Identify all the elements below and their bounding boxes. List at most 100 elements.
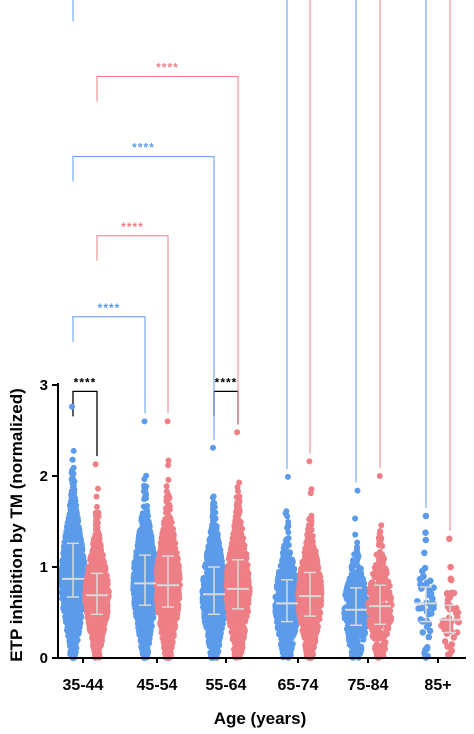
- data-point: [158, 569, 165, 576]
- bracket: [449, 0, 451, 531]
- data-point: [83, 602, 90, 609]
- data-point: [155, 607, 162, 614]
- data-point: [99, 565, 106, 572]
- data-point: [93, 503, 100, 510]
- significance-label: ****: [132, 141, 155, 155]
- data-point: [69, 468, 76, 475]
- data-point: [141, 418, 148, 425]
- data-point: [160, 626, 167, 633]
- data-point: [176, 574, 183, 581]
- data-point: [61, 607, 68, 614]
- data-point: [64, 531, 71, 538]
- data-point: [165, 457, 172, 464]
- data-point: [215, 543, 222, 550]
- data-point: [165, 462, 172, 469]
- data-point: [163, 505, 169, 512]
- data-point: [144, 595, 151, 602]
- data-point: [93, 540, 100, 547]
- data-points: [58, 403, 463, 661]
- data-point: [157, 618, 164, 625]
- data-point: [148, 533, 155, 540]
- data-point: [209, 559, 216, 566]
- data-point: [75, 600, 82, 607]
- data-point: [173, 597, 180, 604]
- data-point: [166, 514, 173, 521]
- data-point: [143, 548, 150, 555]
- data-point: [102, 613, 109, 620]
- data-point: [94, 523, 100, 530]
- data-point: [72, 615, 79, 621]
- data-point: [132, 584, 139, 591]
- data-point: [165, 476, 172, 483]
- data-point: [93, 519, 100, 526]
- bracket: [96, 76, 239, 425]
- data-point: [79, 545, 86, 552]
- data-point: [145, 555, 152, 562]
- data-point: [67, 631, 74, 638]
- data-point: [156, 601, 163, 608]
- data-point: [160, 526, 167, 533]
- data-point: [212, 646, 219, 652]
- data-point: [139, 557, 146, 564]
- data-point: [62, 568, 69, 575]
- data-point: [138, 564, 145, 571]
- data-point: [212, 627, 218, 633]
- data-point: [147, 626, 154, 633]
- data-point: [72, 605, 79, 612]
- data-point: [207, 569, 214, 576]
- data-point: [70, 447, 77, 454]
- data-point: [100, 560, 106, 567]
- data-point: [147, 616, 154, 623]
- data-point: [61, 598, 68, 605]
- bracket: [96, 235, 169, 414]
- data-point: [85, 587, 92, 594]
- bracket: [309, 0, 311, 454]
- data-point: [69, 474, 76, 481]
- data-point: [131, 559, 138, 566]
- data-point: [103, 600, 110, 607]
- significance-label: ****: [121, 220, 144, 234]
- data-point: [95, 485, 101, 492]
- data-point: [92, 567, 99, 574]
- data-point: [96, 598, 103, 605]
- data-point: [141, 496, 148, 503]
- data-point: [130, 591, 137, 597]
- data-point: [135, 594, 142, 601]
- data-point: [165, 495, 171, 502]
- data-point: [74, 573, 81, 580]
- data-point: [71, 530, 78, 537]
- data-point: [162, 614, 169, 621]
- bracket: [72, 390, 98, 457]
- data-point: [169, 620, 176, 627]
- data-point: [75, 555, 82, 561]
- bracket: [72, 316, 146, 414]
- data-point: [133, 603, 140, 610]
- data-point: [88, 556, 94, 563]
- data-point: [70, 642, 76, 649]
- data-point: [92, 554, 99, 561]
- data-point: [68, 617, 75, 624]
- data-point: [66, 543, 73, 550]
- data-point: [209, 494, 216, 501]
- data-point: [75, 563, 82, 569]
- significance-label: ****: [156, 61, 179, 75]
- data-point: [147, 528, 154, 535]
- data-point: [93, 493, 100, 500]
- data-point: [93, 636, 99, 643]
- data-point: [216, 637, 223, 644]
- bracket: [213, 390, 239, 425]
- data-point: [69, 456, 76, 463]
- data-point: [211, 531, 218, 538]
- data-point: [99, 628, 106, 634]
- data-point: [141, 483, 148, 490]
- data-point: [74, 515, 81, 521]
- significance-label: ****: [215, 375, 238, 389]
- data-point: [218, 617, 225, 624]
- data-point: [168, 572, 175, 579]
- data-point: [163, 483, 170, 490]
- data-point: [144, 635, 151, 642]
- data-point: [67, 607, 74, 614]
- significance-brackets: ****************************************…: [72, 0, 451, 531]
- data-point: [105, 587, 112, 594]
